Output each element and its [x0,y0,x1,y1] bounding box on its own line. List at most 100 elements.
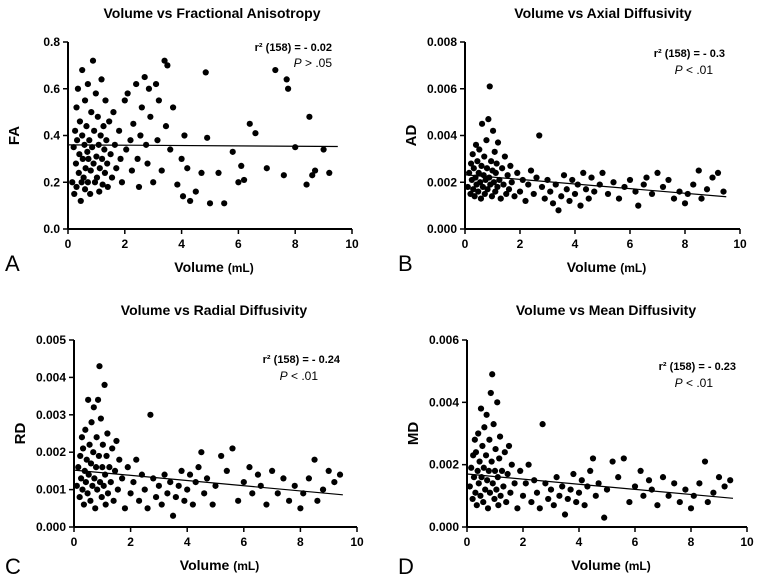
data-point [489,371,496,378]
data-point [491,148,498,155]
data-point [525,461,532,468]
data-point [491,467,499,474]
x-tick-label: 8 [292,237,299,251]
stat-p-value: P > .05 [294,56,333,70]
data-point [110,109,117,116]
data-point [635,202,642,209]
data-point [566,197,573,205]
data-point [79,132,86,139]
data-point [591,188,598,195]
data-point [665,176,672,184]
data-point [90,160,97,167]
data-point [104,160,111,167]
data-point [489,480,496,487]
data-point [556,492,563,499]
x-axis-label: Volume (mL) [567,259,646,275]
data-point [121,97,128,104]
data-point [87,167,94,174]
data-point [110,497,117,504]
data-point [92,505,99,512]
data-point [483,137,490,144]
data-point [648,190,656,198]
data-point [89,57,97,64]
data-point [470,165,477,172]
data-point [528,498,535,506]
data-point [483,411,490,418]
y-tick-label: 0.004 [429,395,459,409]
data-point [492,169,499,176]
data-point [130,479,137,486]
data-point [569,176,576,184]
y-tick-label: 0.002 [427,175,457,189]
data-point [96,188,103,195]
chart-title: Volume vs Mean Diffusivity [516,302,696,318]
data-point [659,183,667,191]
data-point [99,181,106,188]
data-point [695,167,702,174]
panel-letter: B [398,251,413,276]
data-point [280,475,287,482]
data-point [161,471,168,478]
x-axis-label: Volume (mL) [174,259,253,275]
data-point [604,190,612,198]
data-point [285,497,293,504]
data-point [71,190,78,198]
data-point [254,471,262,478]
data-point [525,181,532,188]
data-point [601,514,608,521]
data-point [292,144,299,151]
data-point [252,130,259,137]
data-point [498,467,506,474]
data-point [81,97,89,104]
data-point [274,490,281,497]
data-point [486,174,493,181]
data-point [79,155,86,162]
data-point [73,482,80,489]
y-tick-label: 0.005 [36,333,66,347]
data-point [648,486,655,493]
data-point [466,483,473,490]
data-point [488,458,495,465]
data-point [331,479,338,486]
data-point [198,169,205,176]
data-point [500,483,507,490]
y-axis-label: FA [6,126,23,145]
data-point [164,62,171,69]
data-point [98,493,105,501]
data-point [558,193,565,200]
data-point [70,144,77,151]
data-point [297,505,304,512]
x-axis-label: Volume (mL) [571,557,650,573]
data-point [703,186,711,193]
data-point [547,486,555,493]
chart-title: Volume vs Axial Diffusivity [514,5,692,21]
data-point [249,490,256,497]
data-point [152,493,160,501]
data-point [82,479,89,486]
data-point [720,188,727,195]
data-point [85,155,92,162]
y-tick-label: 0.006 [427,82,457,96]
data-point [92,464,100,471]
data-point [471,436,478,443]
data-point [104,490,112,497]
data-point [671,480,678,487]
data-point [682,486,689,493]
data-point [496,433,504,440]
y-tick-label: 0.001 [36,483,66,497]
data-point [83,456,90,463]
data-point [80,174,87,181]
data-point [507,489,514,496]
data-point [95,452,103,460]
data-point [631,483,639,490]
data-point [82,165,89,172]
data-point [206,200,214,207]
data-point [77,197,84,205]
data-point [490,179,497,186]
data-point [221,200,228,207]
data-point [474,158,481,165]
x-tick-label: 10 [350,535,364,549]
data-point [119,475,126,482]
data-point [113,165,120,172]
data-point [98,76,105,83]
